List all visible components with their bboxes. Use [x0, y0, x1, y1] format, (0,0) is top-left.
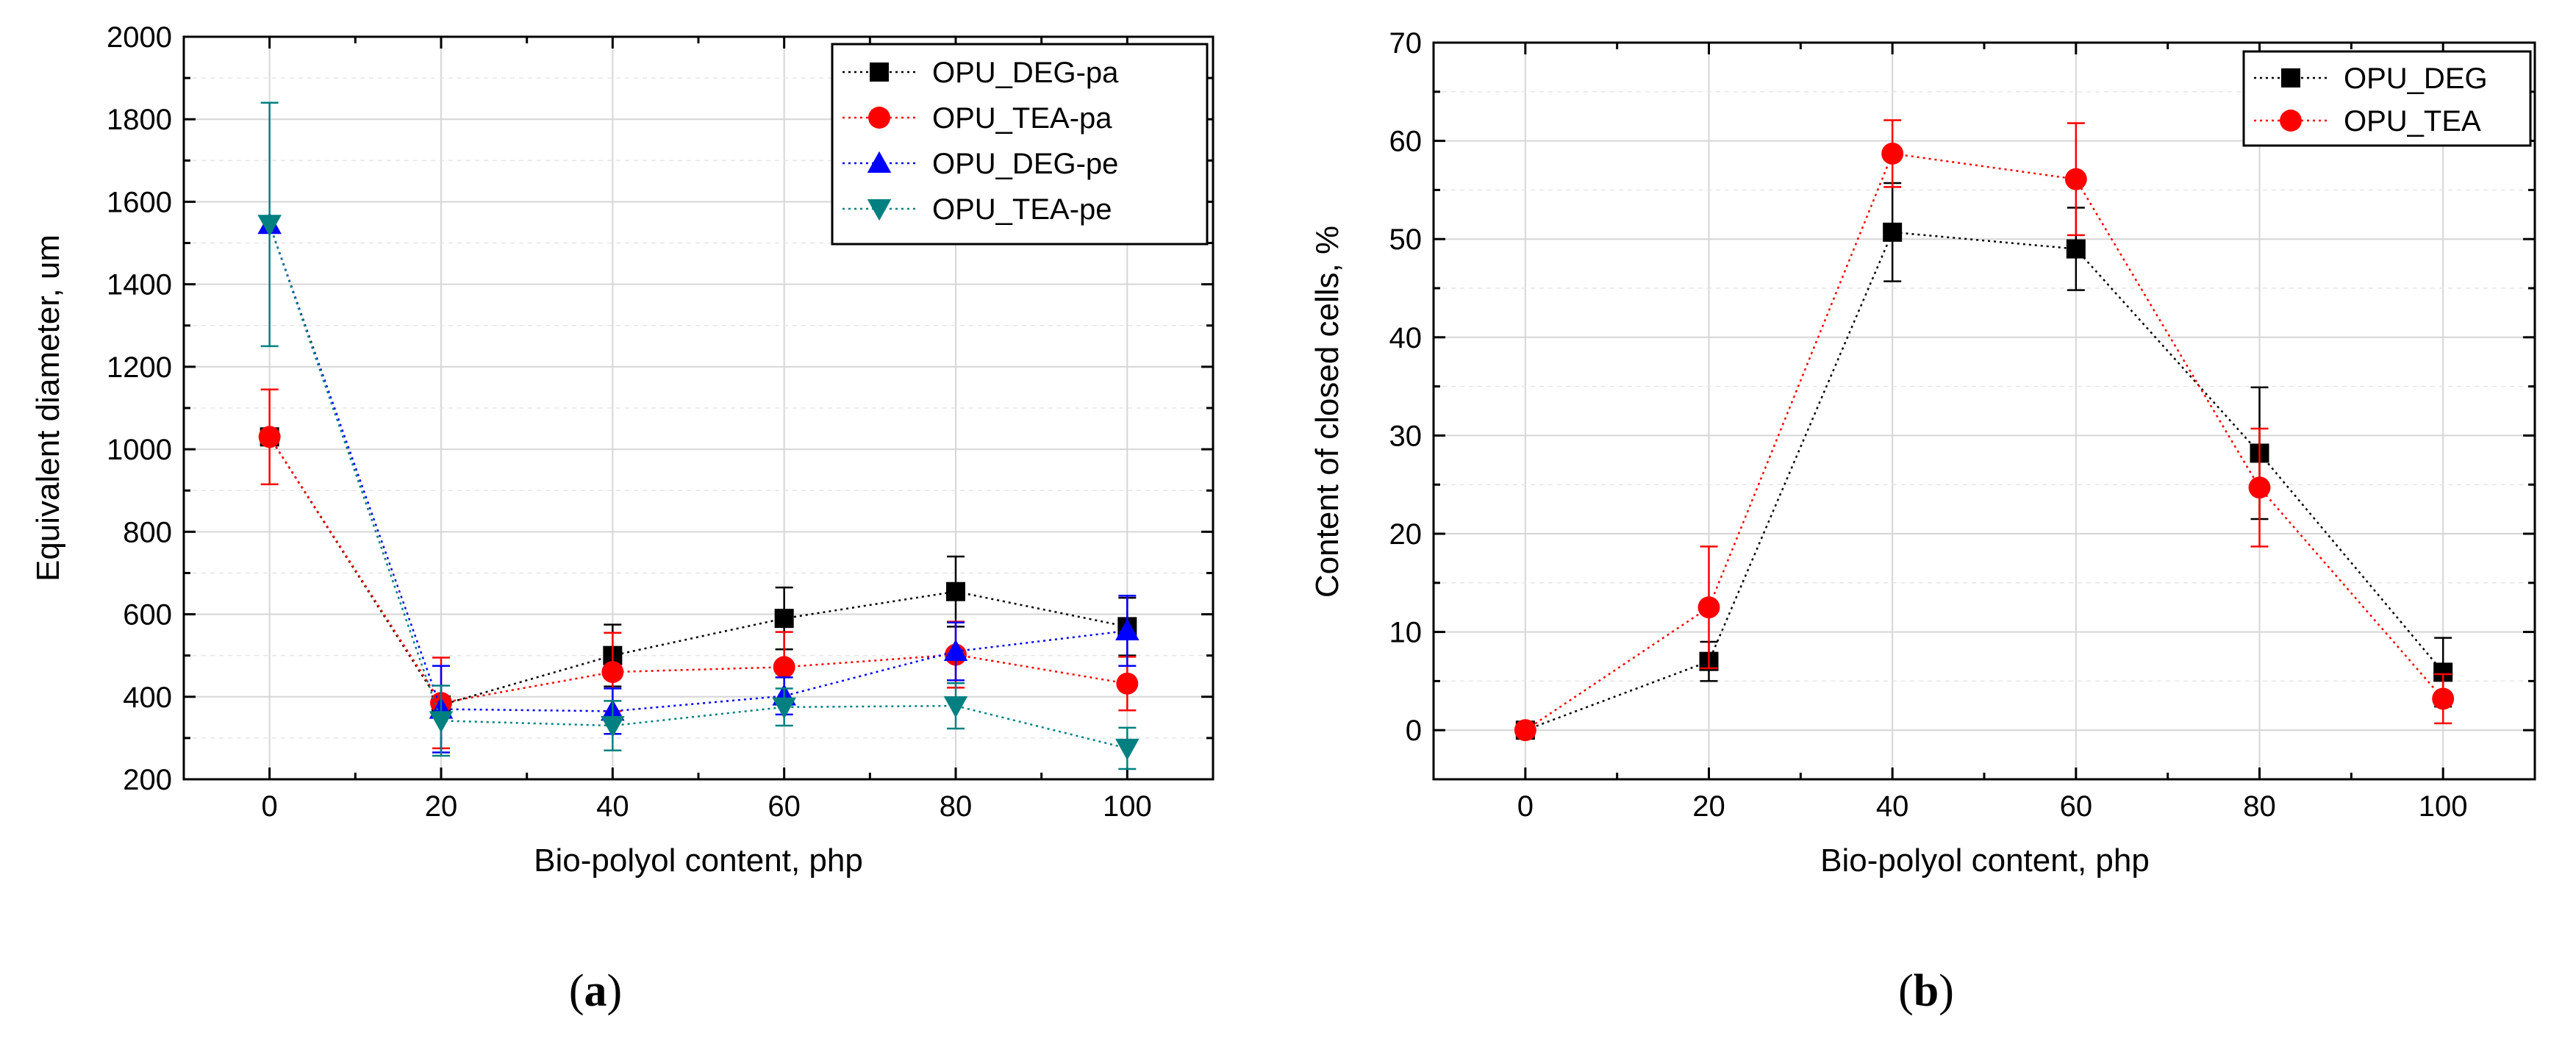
- grid-b: [1434, 42, 2535, 779]
- y-tick-label: 400: [123, 682, 172, 714]
- legend-label: OPU_TEA-pe: [932, 193, 1112, 226]
- legend-label: OPU_DEG-pa: [932, 57, 1119, 89]
- series-line-OPU_TEA-pa: [268, 436, 1128, 704]
- legend-marker: [868, 107, 890, 129]
- y-axis-label-a: Equivalent diameter, um: [30, 235, 66, 582]
- data-point-OPU_TEA-pa: [773, 656, 795, 679]
- y-tick-label: 40: [1389, 322, 1423, 354]
- legend-marker: [867, 151, 892, 173]
- data-point-OPU_TEA: [2432, 687, 2455, 710]
- x-tick-label: 80: [2243, 790, 2276, 823]
- x-axis-label-a: Bio-polyol content, php: [534, 843, 863, 879]
- y-tick-label: 1200: [107, 351, 172, 384]
- data-point-OPU_TEA-pe: [601, 716, 625, 738]
- x-tick-label: 0: [1517, 790, 1534, 823]
- data-point-OPU_TEA-pa: [1116, 672, 1139, 695]
- data-point-OPU_TEA: [1514, 719, 1536, 742]
- series-line-OPU_TEA-pe: [268, 223, 1128, 750]
- x-tick-label: 60: [768, 790, 801, 823]
- legend-marker: [2281, 68, 2300, 87]
- x-tick-label: 40: [596, 790, 629, 823]
- x-tick-label: 100: [2419, 790, 2468, 823]
- y-tick-label: 1800: [107, 104, 172, 136]
- caption-a: (a): [569, 966, 622, 1016]
- x-tick-label: 0: [262, 790, 278, 823]
- y-tick-label: 0: [1406, 715, 1422, 747]
- data-point-OPU_TEA: [1881, 143, 1904, 165]
- x-tick-label: 20: [425, 790, 458, 823]
- y-tick-label: 200: [123, 764, 172, 796]
- x-tick-label: 60: [2060, 790, 2093, 823]
- data-point-OPU_TEA-pe: [772, 697, 796, 720]
- y-tick-label: 2000: [107, 21, 172, 54]
- y-tick-label: 60: [1389, 126, 1423, 158]
- legend-label: OPU_DEG: [2344, 62, 2488, 95]
- data-point-OPU_DEG: [2066, 239, 2086, 259]
- legend-label: OPU_TEA: [2344, 105, 2481, 137]
- series-line-OPU_DEG-pe: [268, 223, 1128, 712]
- legend-box: [831, 43, 1209, 246]
- y-tick-label: 800: [123, 516, 172, 548]
- data-point-OPU_TEA-pe: [257, 215, 282, 237]
- legend-a: OPU_DEG-pa OPU_TEA-pa OPU_DEG-pe OPU_TEA-pe: [831, 43, 1209, 246]
- legend-marker: [2280, 110, 2302, 132]
- y-tick-label: 50: [1389, 223, 1423, 256]
- y-tick-label: 1400: [107, 269, 172, 301]
- axis-ticks-b: 0 20 40 60 80 100 0 10 20 30 40 50 60 70: [1389, 27, 2536, 823]
- data-point-OPU_DEG-pa: [774, 609, 794, 629]
- plot-frame-b: [1432, 41, 2536, 781]
- data-point-OPU_DEG-pe: [943, 639, 968, 662]
- legend-marker: [867, 199, 892, 221]
- y-tick-label: 1000: [107, 434, 172, 466]
- legend-label: OPU_TEA-pa: [932, 102, 1112, 135]
- data-point-OPU_TEA: [2064, 168, 2087, 190]
- y-tick-label: 20: [1389, 518, 1423, 551]
- x-tick-label: 40: [1876, 790, 1909, 823]
- y-axis-label-b: Content of closed cells, %: [1309, 226, 1345, 598]
- y-tick-label: 70: [1389, 27, 1423, 60]
- data-point-OPU_TEA-pa: [258, 426, 281, 448]
- series-group-b: [1514, 119, 2455, 742]
- legend-marker: [870, 62, 889, 82]
- x-axis-label-b: Bio-polyol content, php: [1820, 843, 2150, 879]
- chart-panel-a: 0 20 40 60 80 100 200 400 600 800 1000 1200 1400 1600…: [30, 21, 1214, 1016]
- data-point-OPU_TEA-pe: [429, 711, 454, 733]
- data-point-OPU_TEA: [1697, 596, 1720, 619]
- legend-b: OPU_DEG OPU_TEA: [2242, 50, 2532, 147]
- series-line-OPU_DEG: [1525, 231, 2444, 731]
- y-tick-label: 30: [1389, 420, 1423, 452]
- data-point-OPU_DEG-pe: [1115, 618, 1139, 640]
- data-point-OPU_TEA-pa: [601, 661, 624, 684]
- legend-label: OPU_DEG-pe: [932, 148, 1118, 180]
- y-tick-label: 600: [123, 599, 172, 632]
- x-tick-label: 80: [940, 790, 973, 823]
- series-line-OPU_TEA: [1525, 152, 2444, 731]
- data-point-OPU_DEG: [1883, 222, 1903, 242]
- y-tick-label: 10: [1389, 617, 1423, 649]
- data-point-OPU_DEG-pa: [946, 582, 965, 601]
- y-tick-label: 1600: [107, 186, 172, 218]
- caption-b: (b): [1898, 966, 1954, 1016]
- series-group-a: [257, 101, 1139, 770]
- data-point-OPU_TEA-pe: [1115, 738, 1139, 761]
- data-point-OPU_TEA-pe: [943, 696, 968, 718]
- axis-ticks-a: 0 20 40 60 80 100 200 400 600 800 1000 1200 1400 1600…: [107, 21, 1214, 823]
- chart-panel-b: 0 20 40 60 80 100 0 10 20 30 40 50 60 70 OPU_DEG OPU_T…: [1309, 27, 2536, 1016]
- series-line-OPU_DEG-pa: [268, 436, 1128, 706]
- x-tick-label: 100: [1103, 790, 1152, 823]
- x-tick-label: 20: [1692, 790, 1725, 823]
- data-point-OPU_TEA: [2248, 476, 2271, 499]
